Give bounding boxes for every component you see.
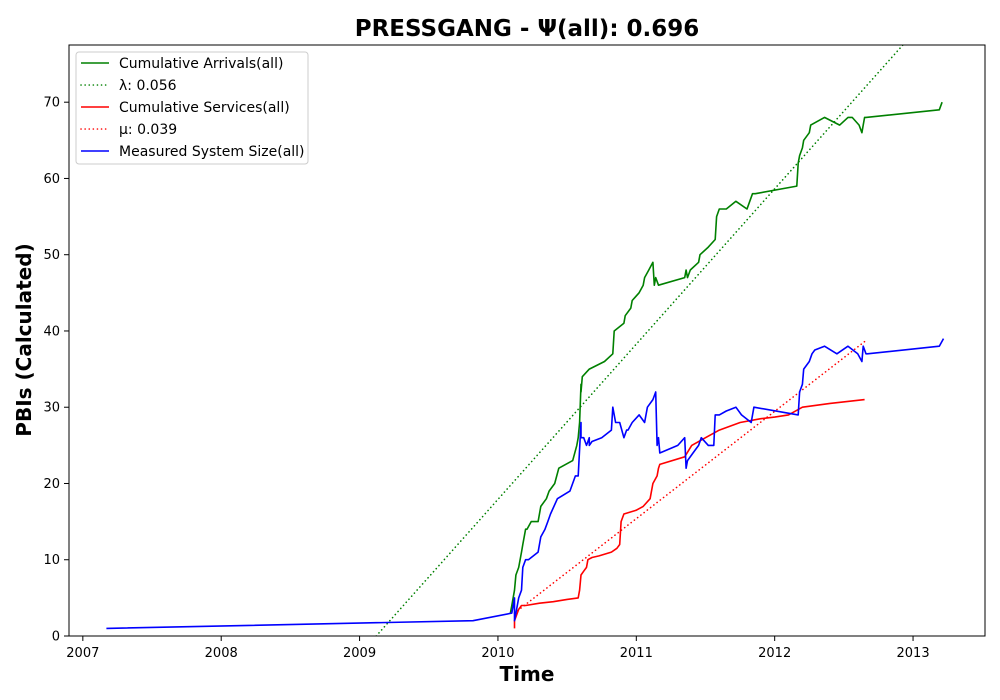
series-line-4 bbox=[106, 338, 945, 630]
y-tick-label: 30 bbox=[43, 401, 60, 416]
y-tick-label: 0 bbox=[52, 630, 60, 645]
legend: Cumulative Arrivals(all) λ: 0.056 Cumulati… bbox=[75, 51, 309, 165]
y-tick-label: 10 bbox=[43, 553, 60, 568]
legend-label-2: Cumulative Services(all) bbox=[119, 100, 290, 116]
x-axis: 2007 2008 2009 2010 2011 2012 2013 bbox=[66, 636, 930, 661]
x-tick-label: 2013 bbox=[897, 646, 930, 661]
x-tick-label: 2011 bbox=[620, 646, 653, 661]
x-tick-label: 2012 bbox=[758, 646, 791, 661]
series-line-2 bbox=[513, 398, 865, 629]
x-axis-label: Time bbox=[500, 662, 555, 686]
y-tick-label: 50 bbox=[43, 248, 60, 263]
series-line-0 bbox=[509, 101, 943, 614]
y-tick-label: 40 bbox=[43, 324, 60, 339]
legend-label-0: Cumulative Arrivals(all) bbox=[119, 56, 283, 72]
chart-title: PRESSGANG - Ψ(all): 0.696 bbox=[355, 16, 700, 42]
x-tick-label: 2008 bbox=[205, 646, 238, 661]
y-tick-label: 60 bbox=[43, 172, 60, 187]
legend-label-3: μ: 0.039 bbox=[119, 122, 177, 138]
x-tick-label: 2010 bbox=[481, 646, 514, 661]
y-tick-label: 70 bbox=[43, 96, 60, 111]
legend-frame bbox=[75, 51, 309, 165]
series-layer bbox=[106, 45, 945, 636]
y-axis-label: PBIs (Calculated) bbox=[12, 243, 36, 436]
series-line-1 bbox=[375, 45, 904, 636]
series-line-3 bbox=[513, 340, 866, 614]
legend-label-4: Measured System Size(all) bbox=[119, 144, 305, 160]
plot-area-frame bbox=[68, 44, 986, 637]
legend-label-1: λ: 0.056 bbox=[119, 78, 177, 94]
x-tick-label: 2009 bbox=[343, 646, 376, 661]
y-tick-label: 20 bbox=[43, 477, 60, 492]
y-axis: 0 10 20 30 40 50 60 70 bbox=[43, 96, 69, 645]
x-tick-label: 2007 bbox=[66, 646, 99, 661]
